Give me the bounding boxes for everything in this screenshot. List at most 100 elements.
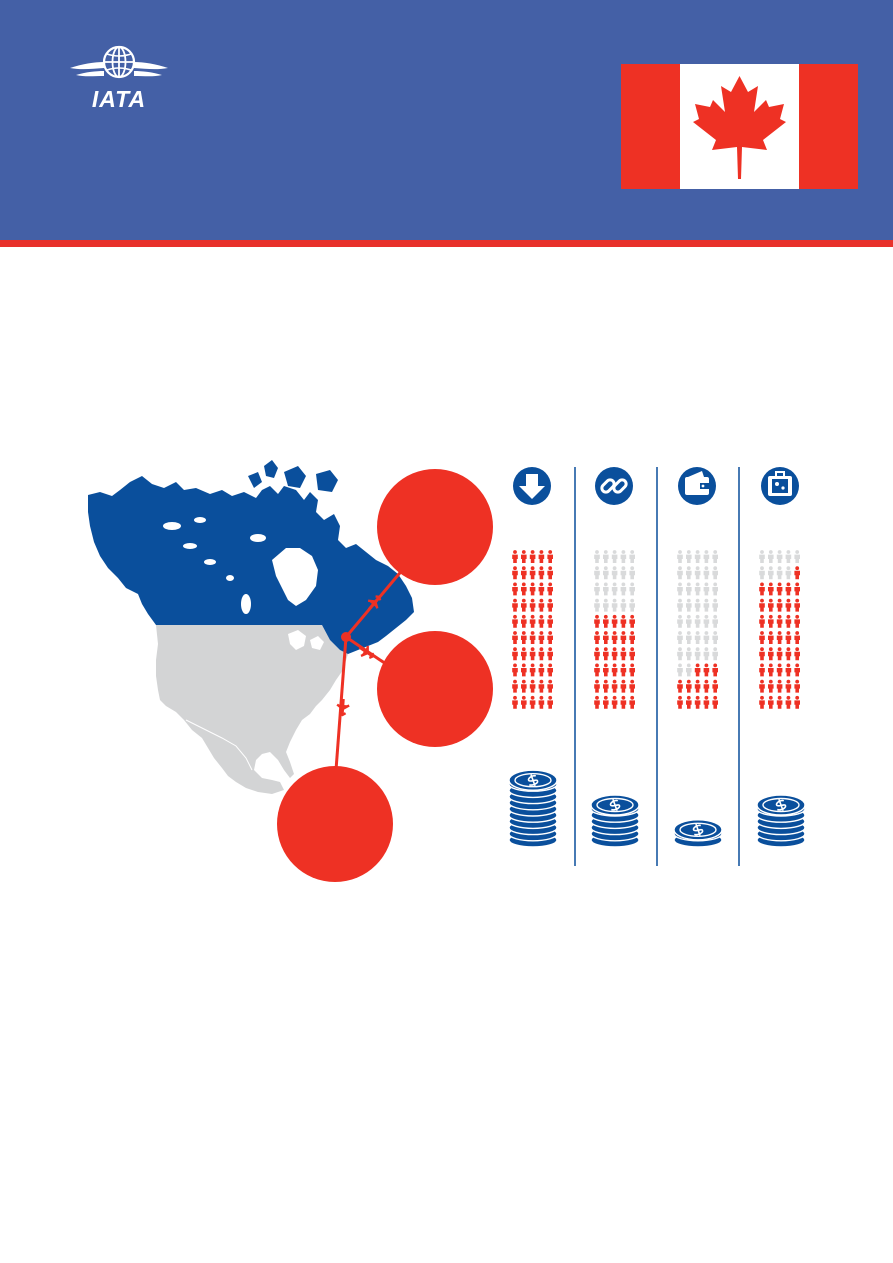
coin-rim [679,822,717,837]
figure-grid-4 [759,550,800,709]
person-figure-red [768,582,774,596]
coin-stack-4 [756,794,806,848]
person-figure-red [677,679,683,693]
person-figure-red [529,631,536,644]
person-figure-grey [712,550,718,563]
person-figure-grey [686,566,692,580]
person-figure-grey [785,550,792,563]
person-figure-red [785,679,792,693]
person-figure-red [785,582,792,596]
person-figure-red [547,614,553,628]
person-figure-grey [594,598,600,612]
map-borders [185,719,253,771]
person-figure-grey [677,550,683,563]
chain-link-icon [595,467,633,505]
person-figure-red [776,582,783,596]
person-figure-grey [694,614,701,628]
coin-stack-1 [508,769,558,848]
dollar-icon [609,799,621,811]
person-figure-red [538,695,545,709]
route-circle-2 [377,631,493,747]
globe-wings-icon [70,45,168,79]
person-figure-grey [703,647,710,661]
person-figure-red [512,550,518,563]
person-figure-red [768,647,774,661]
person-figure-red [768,679,774,693]
person-figure-grey [620,598,627,612]
person-figure-grey [694,566,701,580]
plane-icons [336,595,382,717]
person-figure-red [768,663,774,677]
person-figure-red [538,566,545,580]
person-figure-grey [594,566,600,580]
person-figure-red [759,598,765,612]
person-figure-red [611,695,618,709]
person-figure-red [712,695,718,709]
person-figure-red [768,614,774,628]
person-figure-red [759,663,765,677]
person-figure-red [759,679,765,693]
person-figure-grey [686,550,692,563]
maple-leaf-icon [693,76,786,179]
person-figure-red [603,647,609,661]
coin-rim [596,797,634,813]
person-figure-grey [629,582,635,596]
person-figure-red [529,582,536,596]
person-figure-red [529,550,536,563]
person-figure-red [611,679,618,693]
person-figure-red [594,695,600,709]
person-figure-red [776,631,783,644]
person-figure-red [547,663,553,677]
person-figure-grey [603,598,609,612]
person-figure-red [611,647,618,661]
person-figure-grey [677,582,683,596]
person-figure-red [629,663,635,677]
person-figure-grey [677,647,683,661]
person-figure-grey [759,550,765,563]
person-figure-grey [629,598,635,612]
person-figure-red [538,631,545,644]
map-lakes [163,517,266,614]
person-figure-red [538,582,545,596]
map-canada [88,476,414,654]
route-circle-3 [277,766,393,882]
person-figure-red [703,679,710,693]
person-figure-grey [677,631,683,644]
person-figure-red [547,631,553,644]
person-figure-grey [686,647,692,661]
person-figure-red [768,695,774,709]
person-figure-red [603,679,609,693]
wallet-icon [678,467,716,505]
person-figure-red [759,695,765,709]
person-figure-grey [620,566,627,580]
person-figure-red [776,598,783,612]
person-figure-red [521,679,527,693]
person-figure-red [521,647,527,661]
person-figure-red [794,679,800,693]
person-figure-red [512,598,518,612]
person-figure-red [594,647,600,661]
person-figure-grey [776,566,783,580]
person-figure-grey [677,566,683,580]
person-figure-red [785,647,792,661]
map-great-lakes [288,630,324,650]
person-figure-red [776,647,783,661]
person-figure-red [521,550,527,563]
person-figure-red [547,679,553,693]
person-figure-red [620,663,627,677]
canada-flag [621,64,858,189]
person-figure-red [794,695,800,709]
person-figure-grey [703,550,710,563]
person-figure-red [521,631,527,644]
person-figure-grey [712,631,718,644]
person-figure-red [512,582,518,596]
person-figure-red [794,598,800,612]
coin-stacks [508,769,806,848]
person-figure-red [694,695,701,709]
person-figure-grey [611,598,618,612]
person-figure-grey [677,614,683,628]
figure-grid-1 [512,550,553,709]
person-figure-red [776,614,783,628]
person-figure-red [677,695,683,709]
